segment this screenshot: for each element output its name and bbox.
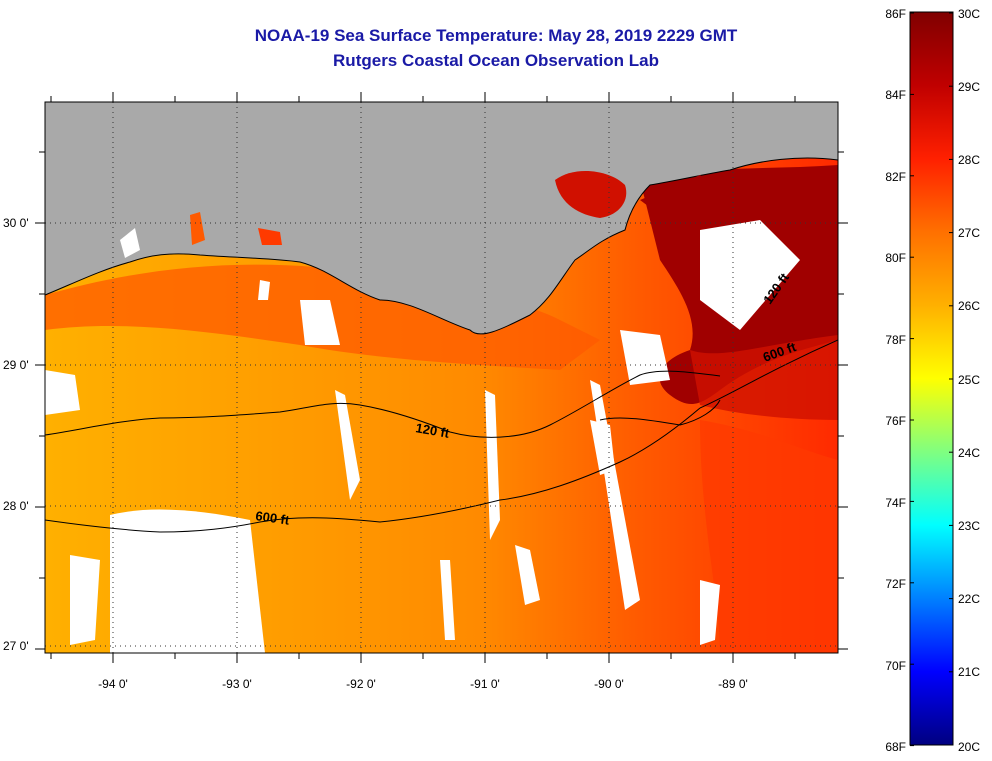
cb-c-label: 20C (958, 740, 980, 754)
cb-f-label: 76F (885, 414, 906, 428)
contour-label-600: 600 ft (255, 508, 291, 528)
cb-c-label: 29C (958, 80, 980, 94)
lon-label-94: -94 0' (98, 677, 128, 691)
contour-120ft (45, 370, 721, 438)
river-delta (640, 175, 720, 215)
cb-f-label: 78F (885, 333, 906, 347)
cb-f-label: 70F (885, 659, 906, 673)
grid (45, 102, 838, 653)
cb-c-label: 21C (958, 665, 980, 679)
contour-label-120: 120 ft (414, 420, 451, 441)
plume-edge (690, 335, 838, 420)
lat-label-30: 30 0' (3, 216, 29, 230)
cb-c-label: 27C (958, 226, 980, 240)
cloud-cover (45, 220, 800, 653)
contour-600ft (45, 407, 701, 533)
cb-c-label: 28C (958, 153, 980, 167)
cb-c-label: 22C (958, 592, 980, 606)
inland-water (190, 212, 205, 245)
map-title: NOAA-19 Sea Surface Temperature: May 28,… (254, 26, 738, 45)
coastline (45, 157, 838, 335)
map-area: 120 ft 600 ft 120 ft 600 ft (45, 102, 838, 653)
inland-water (120, 228, 140, 258)
inland-water (258, 228, 282, 245)
colorbar-ticks (910, 12, 953, 747)
cb-f-label: 82F (885, 170, 906, 184)
contour-600ft-east (699, 339, 838, 409)
land (45, 102, 838, 335)
lat-label-29: 29 0' (3, 358, 29, 372)
cb-f-label: 68F (885, 740, 906, 754)
map-frame (44, 101, 839, 654)
inland-lake (555, 170, 627, 218)
lon-label-92: -92 0' (346, 677, 376, 691)
cb-c-label: 23C (958, 519, 980, 533)
cb-f-label: 80F (885, 251, 906, 265)
lon-label-89: -89 0' (718, 677, 748, 691)
cb-f-label: 84F (885, 88, 906, 102)
lon-label-91: -91 0' (470, 677, 500, 691)
colorbar-celsius-labels: 30C 29C 28C 27C 26C 25C 24C 23C 22C 21C … (958, 7, 980, 754)
cb-f-label: 74F (885, 496, 906, 510)
lon-label-93: -93 0' (222, 677, 252, 691)
cb-c-label: 25C (958, 373, 980, 387)
colorbar-fahrenheit-labels: 86F 84F 82F 80F 78F 76F 74F 72F 70F 68F (885, 7, 906, 754)
east-warm-region (700, 420, 838, 653)
cb-f-label: 72F (885, 577, 906, 591)
map-subtitle: Rutgers Coastal Ocean Observation Lab (333, 51, 659, 70)
cb-c-label: 26C (958, 299, 980, 313)
colorbar (909, 11, 954, 746)
cb-c-label: 24C (958, 446, 980, 460)
cb-c-label: 30C (958, 7, 980, 21)
cb-f-label: 86F (885, 7, 906, 21)
lon-label-90: -90 0' (594, 677, 624, 691)
lat-label-28: 28 0' (3, 499, 29, 513)
axis-ticks (35, 92, 848, 663)
contour-120ft-east (599, 399, 721, 426)
lat-label-27: 27 0' (3, 639, 29, 653)
